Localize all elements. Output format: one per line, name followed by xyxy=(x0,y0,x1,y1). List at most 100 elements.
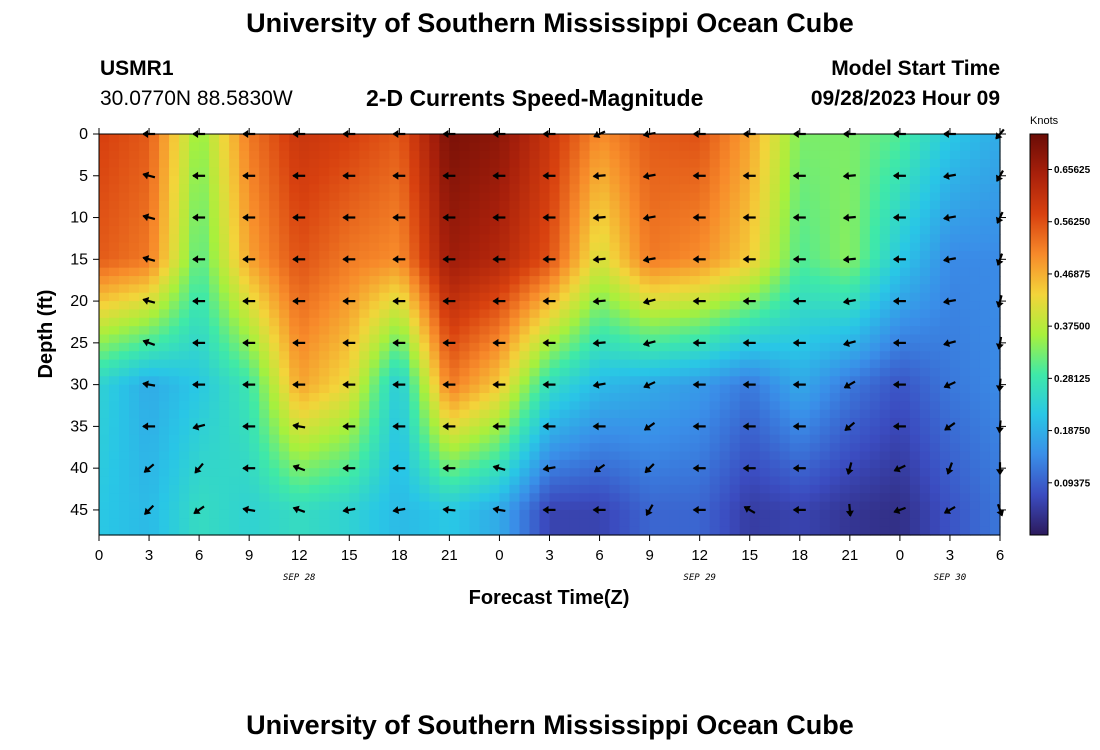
heatmap-cell xyxy=(819,518,831,528)
heatmap-cell xyxy=(409,276,420,285)
heatmap-cell xyxy=(929,142,941,152)
heatmap-cell xyxy=(909,392,921,402)
heatmap-cell xyxy=(669,476,681,486)
heatmap-cell xyxy=(129,267,140,277)
heatmap-cell xyxy=(179,159,190,169)
heatmap-cell xyxy=(689,175,701,185)
heatmap-cell xyxy=(349,526,360,536)
heatmap-cell xyxy=(939,426,951,436)
heatmap-cell xyxy=(929,200,941,210)
heatmap-cell xyxy=(869,242,881,252)
heatmap-cell xyxy=(209,301,220,311)
heatmap-cell xyxy=(349,426,360,436)
heatmap-cell xyxy=(669,518,681,528)
colorbar: Knots 0.656250.562500.468750.375000.2812… xyxy=(1029,115,1091,536)
heatmap-cell xyxy=(209,443,220,453)
heatmap-cell xyxy=(809,217,821,227)
heatmap-cell xyxy=(809,150,821,160)
heatmap-cell xyxy=(359,376,370,386)
heatmap-cell xyxy=(229,342,240,352)
heatmap-cell xyxy=(239,351,250,361)
heatmap-cell xyxy=(799,376,811,386)
heatmap-cell xyxy=(899,367,911,377)
heatmap-cell xyxy=(699,242,711,252)
heatmap-cell xyxy=(939,150,951,160)
heatmap-cell xyxy=(329,509,340,519)
heatmap-cell xyxy=(299,401,310,411)
heatmap-cell xyxy=(569,326,581,336)
heatmap-cell xyxy=(989,200,1001,210)
heatmap-cell xyxy=(529,518,541,528)
heatmap-cell xyxy=(649,334,661,344)
heatmap-cell xyxy=(919,217,931,227)
heatmap-cell xyxy=(859,493,871,503)
heatmap-cell xyxy=(529,392,541,402)
heatmap-cell xyxy=(489,242,501,252)
heatmap-cell xyxy=(899,134,911,143)
heatmap-cell xyxy=(279,159,290,169)
heatmap-cell xyxy=(769,326,781,336)
heatmap-cell xyxy=(229,384,240,394)
heatmap-cell xyxy=(979,484,991,494)
heatmap-cell xyxy=(839,468,851,478)
heatmap-cell xyxy=(809,209,821,219)
heatmap-cell xyxy=(99,434,110,444)
heatmap-cell xyxy=(259,159,270,169)
heatmap-cell xyxy=(449,493,460,503)
heatmap-cell xyxy=(139,518,150,528)
heatmap-cell xyxy=(499,376,511,386)
heatmap-cell xyxy=(179,167,190,177)
heatmap-cell xyxy=(949,301,961,311)
heatmap-cell xyxy=(259,301,270,311)
heatmap-cell xyxy=(219,351,230,361)
heatmap-cell xyxy=(629,301,641,311)
heatmap-cell xyxy=(539,184,551,194)
current-vector-arrow xyxy=(492,464,506,472)
heatmap-cell xyxy=(529,175,541,185)
heatmap-cell xyxy=(439,359,450,369)
heatmap-cell xyxy=(139,392,150,402)
heatmap-cell xyxy=(899,334,911,344)
heatmap-cell xyxy=(179,142,190,152)
heatmap-cell xyxy=(489,292,501,302)
heatmap-cell xyxy=(299,409,310,419)
heatmap-cell xyxy=(219,426,230,436)
heatmap-cell xyxy=(149,501,160,511)
heatmap-cell xyxy=(239,259,250,269)
heatmap-cell xyxy=(269,234,280,244)
heatmap-cell xyxy=(809,367,821,377)
heatmap-cell xyxy=(659,476,671,486)
heatmap-cell xyxy=(249,326,260,336)
heatmap-cell xyxy=(319,426,330,436)
heatmap-cell xyxy=(669,267,681,277)
heatmap-cell xyxy=(369,509,380,519)
heatmap-cell xyxy=(589,276,601,285)
heatmap-cell xyxy=(329,359,340,369)
heatmap-cell xyxy=(679,242,691,252)
heatmap-cell xyxy=(919,401,931,411)
heatmap-cell xyxy=(989,309,1001,319)
heatmap-cell xyxy=(469,192,481,202)
heatmap-cell xyxy=(549,301,561,311)
heatmap-cell xyxy=(599,493,611,503)
heatmap-cell xyxy=(659,484,671,494)
heatmap-cell xyxy=(759,200,771,210)
current-vector-arrow xyxy=(542,171,556,180)
heatmap-cell xyxy=(649,468,661,478)
heatmap-cell xyxy=(759,459,771,469)
heatmap-cell xyxy=(709,401,721,411)
heatmap-cell xyxy=(369,175,380,185)
heatmap-cell xyxy=(299,259,310,269)
heatmap-cell xyxy=(189,509,200,519)
heatmap-cell xyxy=(939,509,951,519)
heatmap-cell xyxy=(839,217,851,227)
heatmap-cell xyxy=(699,217,711,227)
heatmap-cell xyxy=(309,309,320,319)
heatmap-cell xyxy=(289,443,300,453)
heatmap-cell xyxy=(859,301,871,311)
heatmap-cell xyxy=(729,476,741,486)
y-tick-label: 20 xyxy=(70,293,88,310)
heatmap-cell xyxy=(299,468,310,478)
heatmap-cell xyxy=(719,159,731,169)
